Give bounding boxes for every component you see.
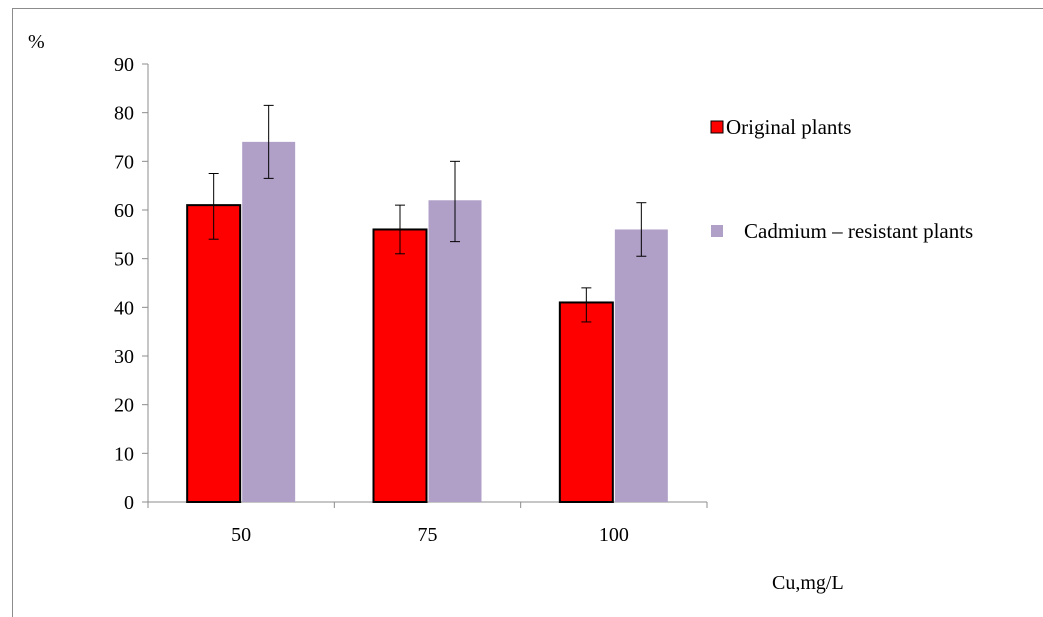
legend-swatch [711, 225, 723, 237]
y-tick-label: 50 [114, 249, 134, 271]
y-tick-label: 30 [114, 346, 134, 368]
legend-label: Cadmium – resistant plants [744, 219, 973, 243]
y-tick-label: 0 [124, 492, 134, 514]
legend-swatch [710, 120, 724, 134]
bar-cadmium-resistant [242, 141, 296, 502]
legend-label: Original plants [726, 115, 851, 139]
tick-labels: 0 10 20 30 40 50 60 70 80 90 50 75 100 [114, 54, 629, 546]
y-tick-label: 40 [114, 297, 134, 319]
x-tick-label: 100 [599, 524, 629, 546]
x-tick-label: 75 [418, 524, 438, 546]
y-tick-label: 10 [114, 443, 134, 465]
y-tick-label: 20 [114, 395, 134, 417]
y-axis-label: % [28, 31, 45, 53]
y-tick-label: 60 [114, 200, 134, 222]
chart-frame [12, 8, 1043, 617]
bar-cadmium-resistant [428, 200, 482, 502]
y-tick-label: 90 [114, 54, 134, 76]
bar-original [186, 204, 242, 503]
bar-original [558, 301, 614, 504]
y-tick-label: 80 [114, 103, 134, 125]
x-tick-label: 50 [231, 524, 251, 546]
bars [186, 141, 668, 504]
x-axis-label: Cu,mg/L [772, 572, 844, 594]
bar-original [372, 228, 428, 503]
y-tick-label: 70 [114, 151, 134, 173]
error-bars [208, 104, 647, 323]
legend: Original plants Cadmium – resistant plant… [710, 115, 973, 243]
bar-cadmium-resistant [614, 229, 668, 502]
